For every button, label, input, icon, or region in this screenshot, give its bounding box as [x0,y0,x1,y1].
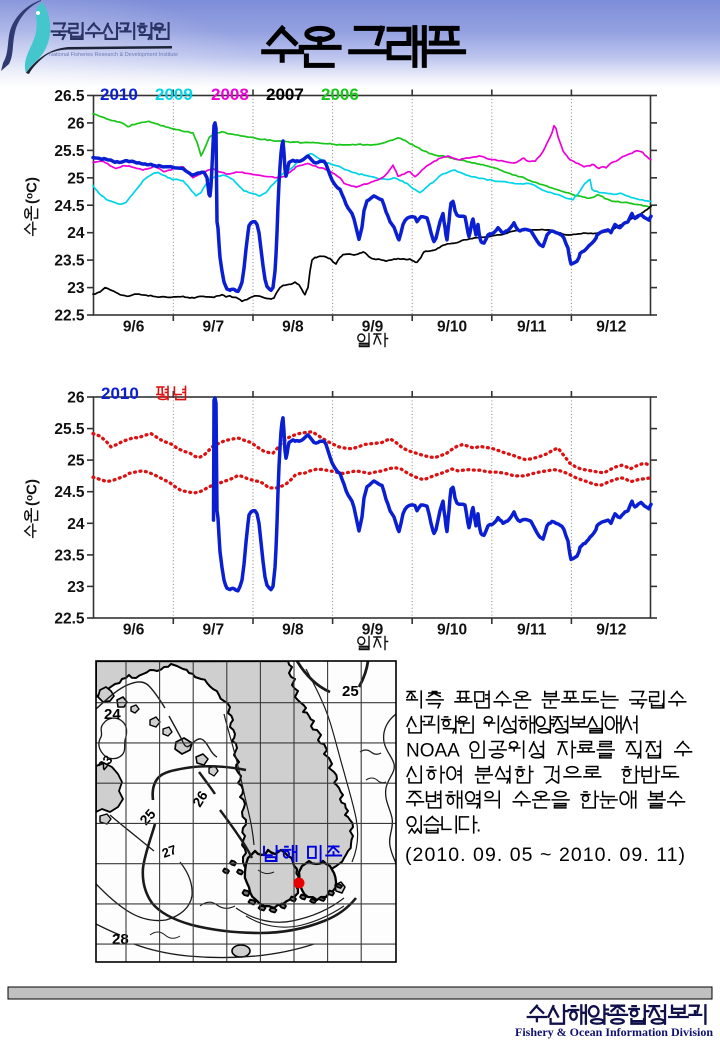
svg-text:.: . [476,815,481,836]
svg-text:9/9: 9/9 [362,319,384,336]
svg-text:9/10: 9/10 [437,319,467,336]
svg-text:23: 23 [67,280,85,297]
svg-text:9/8: 9/8 [282,319,304,336]
svg-text:26: 26 [67,390,85,407]
svg-text:(2010. 09. 05 ~ 2010. 09. 11): (2010. 09. 05 ~ 2010. 09. 11) [405,844,686,866]
svg-text:24: 24 [67,225,85,242]
svg-text:25: 25 [67,453,85,470]
svg-text:22.5: 22.5 [54,308,85,325]
svg-text:9/7: 9/7 [203,622,225,639]
svg-text:9/6: 9/6 [123,622,145,639]
svg-text:Fishery & Ocean Information Di: Fishery & Ocean Information Division [515,1025,713,1039]
svg-text:26.5: 26.5 [54,88,85,105]
svg-text:26: 26 [189,788,211,810]
svg-text:2007: 2007 [266,85,304,104]
svg-text:2008: 2008 [211,85,249,104]
svg-text:25: 25 [342,683,359,700]
svg-text:(oC): (oC) [24,177,41,204]
svg-text:9/10: 9/10 [437,622,467,639]
svg-text:25.5: 25.5 [54,421,85,438]
svg-text:9/6: 9/6 [123,319,145,336]
svg-text:2006: 2006 [321,85,359,104]
svg-text:9/12: 9/12 [596,319,626,336]
svg-text:24: 24 [104,706,121,723]
svg-text:24.5: 24.5 [54,484,85,501]
svg-text:National Fisheries Research &: National Fisheries Research & Developmen… [49,52,178,58]
svg-text:9/8: 9/8 [282,622,304,639]
svg-text:9/7: 9/7 [203,319,225,336]
svg-text:9/11: 9/11 [517,319,547,336]
svg-text:23: 23 [67,579,85,596]
svg-text:22.5: 22.5 [54,611,85,628]
svg-text:26: 26 [67,115,85,132]
svg-text:25: 25 [67,170,85,187]
svg-text:2010: 2010 [101,384,139,403]
svg-text:24.5: 24.5 [54,198,85,215]
svg-text:25.5: 25.5 [54,143,85,160]
svg-text:27: 27 [160,842,179,861]
svg-text:23.5: 23.5 [54,547,85,564]
svg-text:24: 24 [67,516,85,533]
svg-text:2010: 2010 [100,85,138,104]
svg-text:(oC): (oC) [24,479,41,506]
svg-text:9/12: 9/12 [596,622,626,639]
svg-text:9/9: 9/9 [362,622,384,639]
svg-text:9/11: 9/11 [517,622,547,639]
svg-text:2009: 2009 [155,85,193,104]
svg-text:NOAA: NOAA [406,740,460,761]
svg-text:23.5: 23.5 [54,253,85,270]
